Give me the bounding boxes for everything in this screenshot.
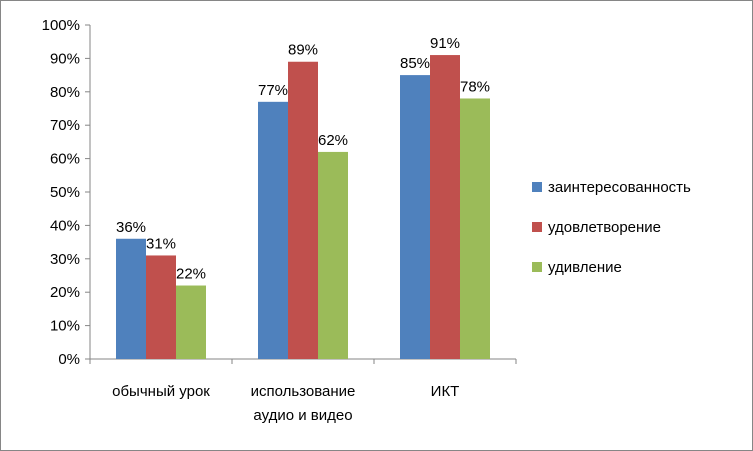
category-label: ИКТ — [431, 383, 460, 400]
legend-swatch — [532, 262, 542, 272]
y-tick-labels: 0% 10% 20% 30% 40% 50% 60% 70% 80% 90% 100% — [42, 17, 80, 368]
legend-swatch — [532, 182, 542, 192]
y-tick-label: 100% — [42, 17, 80, 34]
data-label: 62% — [318, 132, 348, 149]
y-tick-label: 30% — [50, 251, 80, 268]
data-label: 31% — [146, 235, 176, 252]
legend-swatch — [532, 222, 542, 232]
bar — [146, 255, 176, 359]
bar — [116, 238, 146, 359]
data-label: 85% — [400, 55, 430, 72]
bar — [400, 75, 430, 359]
data-label: 22% — [176, 266, 206, 283]
data-label: 36% — [116, 219, 146, 236]
data-label: 91% — [430, 35, 460, 52]
y-tick-label: 90% — [50, 50, 80, 67]
bar — [258, 101, 288, 359]
y-tick-label: 70% — [50, 117, 80, 134]
bar — [288, 61, 318, 360]
y-tick-label: 80% — [50, 84, 80, 101]
category-label: обычный урок — [112, 383, 210, 400]
category-labels: обычный урок использование аудио и видео ИК… — [112, 383, 459, 424]
legend-label: удовлетворение — [548, 219, 661, 236]
y-tick-label: 0% — [58, 351, 80, 368]
legend-label: удивление — [548, 259, 622, 276]
data-label: 77% — [258, 82, 288, 99]
bar — [430, 55, 460, 360]
data-labels: 36%31%22% 77% 89% 62% 85%91% 78% — [116, 35, 490, 282]
bar — [318, 151, 348, 359]
category-label: аудио и видео — [253, 407, 352, 424]
y-tick-label: 10% — [50, 318, 80, 335]
legend: заинтересованность удовлетворение удивлени… — [532, 179, 691, 276]
bar — [460, 98, 490, 359]
data-label: 78% — [460, 78, 490, 95]
legend-label: заинтересованность — [548, 179, 691, 196]
y-tick-label: 40% — [50, 217, 80, 234]
data-label: 89% — [288, 42, 318, 59]
y-tick-label: 50% — [50, 184, 80, 201]
y-tick-label: 60% — [50, 151, 80, 168]
category-label: использование — [251, 383, 356, 400]
bars — [116, 55, 490, 360]
bar — [176, 285, 206, 359]
y-tick-label: 20% — [50, 284, 80, 301]
